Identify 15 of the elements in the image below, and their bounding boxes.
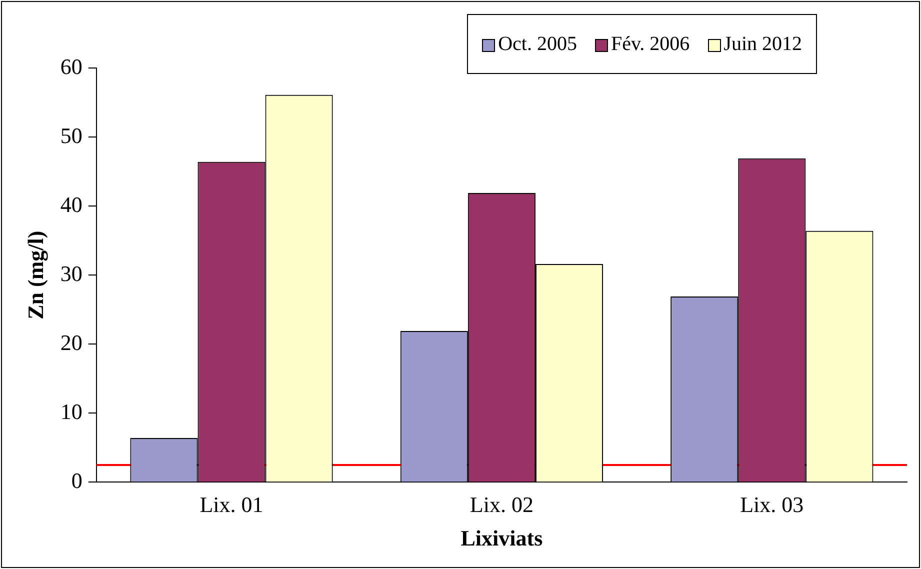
x-tick-label: Lix. 01 — [200, 492, 264, 518]
y-tick-label: 30 — [60, 260, 82, 286]
y-tick-label: 20 — [60, 330, 82, 355]
y-tick-label: 10 — [60, 398, 82, 424]
y-tick-label: 40 — [60, 192, 82, 217]
y-axis-title: Zn (mg/l) — [22, 230, 48, 320]
legend-label: Fév. 2006 — [610, 33, 690, 55]
x-tick-label: Lix. 02 — [470, 492, 534, 518]
y-tick-label: 50 — [60, 122, 82, 148]
x-axis-title: Lixiviats — [460, 525, 544, 550]
x-tick-label: Lix. 03 — [740, 492, 804, 518]
legend-label: Oct. 2005 — [497, 33, 577, 55]
y-tick-label: 0 — [71, 468, 82, 493]
y-tick-label: 60 — [60, 54, 82, 79]
legend-label: Juin 2012 — [722, 33, 802, 55]
